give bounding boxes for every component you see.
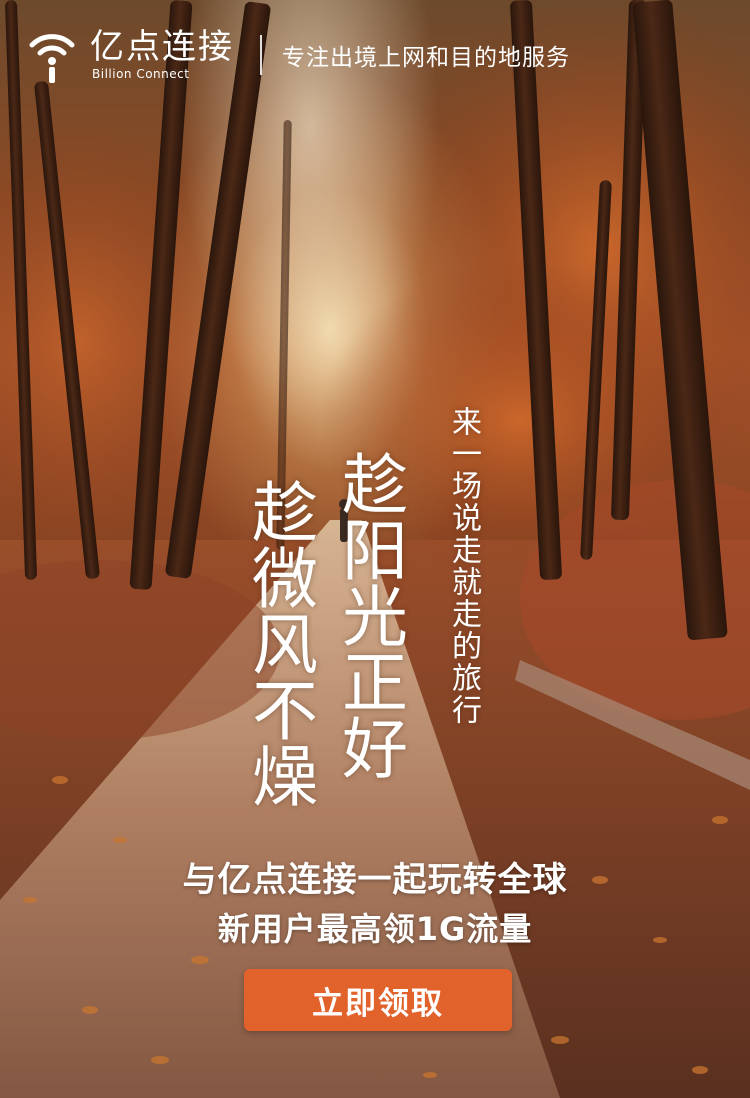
header-divider <box>260 35 262 75</box>
poem-small-line: 来一场说走就走的旅行 <box>446 406 481 726</box>
wifi-person-icon <box>29 34 75 83</box>
brand-name: 亿点连接 Billion Connect <box>90 30 234 80</box>
brand-name-cn: 亿点连接 <box>90 27 234 67</box>
promo-subline: 新用户最高领1G流量 <box>217 910 533 948</box>
brand-slogan: 专注出境上网和目的地服务 <box>282 45 570 71</box>
poem-line-1: 趁阳光正好 <box>331 450 408 780</box>
claim-now-button[interactable]: 立即领取 <box>244 969 512 1031</box>
brand-header: 亿点连接 Billion Connect 专注出境上网和目的地服务 <box>28 24 570 86</box>
poem-line-2: 趁微风不燥 <box>241 478 318 808</box>
promo-headline: 与亿点连接一起玩转全球 <box>182 860 568 900</box>
brand-name-en: Billion Connect <box>92 67 190 81</box>
